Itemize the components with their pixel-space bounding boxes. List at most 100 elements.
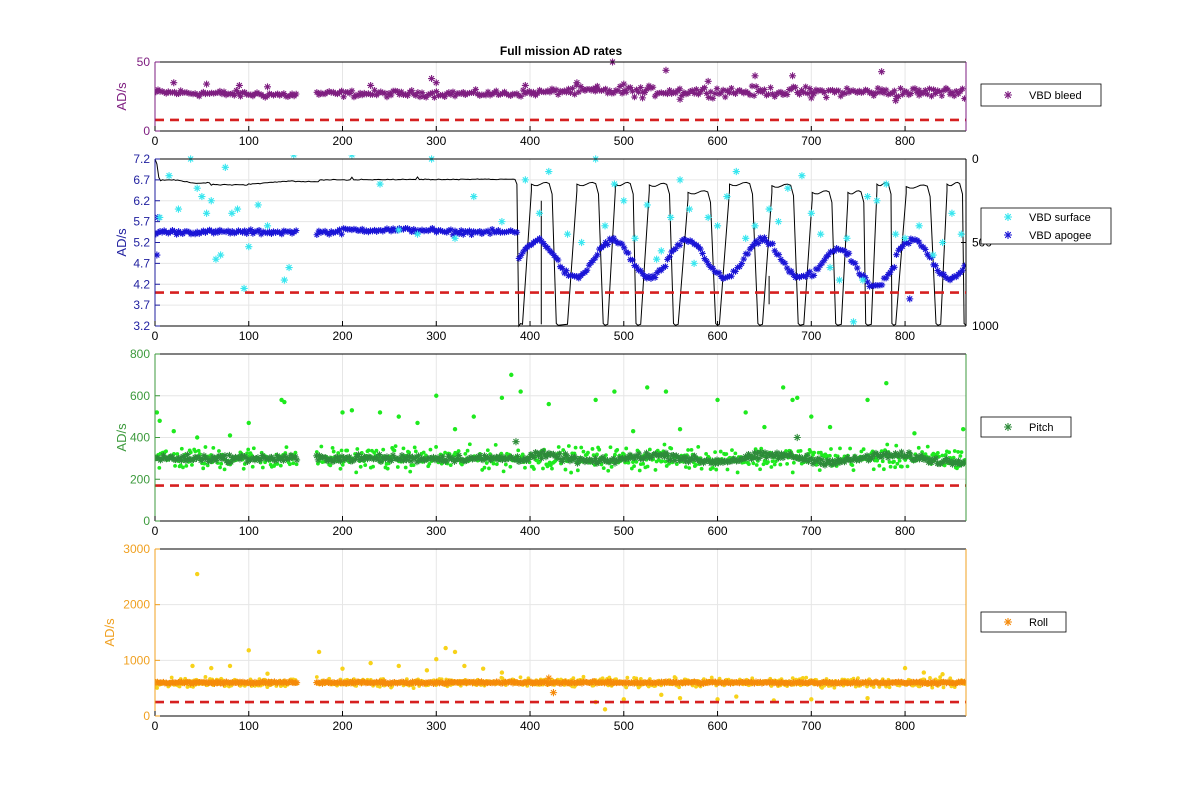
legend: VBD surface VBD apogee — [980, 207, 1112, 245]
asterisk-point — [512, 438, 520, 446]
x-tick-label: 300 — [426, 524, 446, 538]
bleed-point — [926, 85, 933, 92]
raw-point — [881, 467, 886, 472]
raw-point — [871, 467, 876, 472]
bleed-point — [709, 95, 717, 102]
raw-point — [629, 466, 634, 471]
bleed-point — [948, 89, 956, 96]
raw-point — [467, 442, 472, 447]
bleed-point — [901, 88, 908, 95]
bleed-point — [851, 88, 859, 95]
y-tick-label: 1000 — [123, 653, 150, 667]
apogee-point — [666, 253, 673, 260]
apogee-point — [917, 242, 925, 250]
surface-point — [957, 230, 965, 238]
asterisk-point — [364, 455, 371, 463]
bleed-point — [870, 92, 877, 99]
bleed-point — [732, 90, 739, 97]
raw-point — [790, 397, 795, 403]
bleed-point — [783, 91, 791, 98]
bleed-point — [620, 80, 628, 88]
asterisk-point — [920, 679, 928, 687]
apogee-point — [697, 245, 704, 253]
raw-point — [287, 462, 292, 467]
legend-label: Roll — [1029, 617, 1048, 629]
asterisk-point — [799, 454, 806, 462]
asterisk-point — [806, 455, 814, 462]
raw-point — [173, 463, 177, 468]
surface-point — [620, 197, 628, 205]
y-tick-label: 6.7 — [133, 173, 150, 187]
x-tick-label: 700 — [801, 524, 821, 538]
apogee-point — [243, 230, 250, 237]
apogee-point — [156, 228, 164, 235]
right-axis-tick-label: 0 — [972, 152, 979, 166]
asterisk-point — [178, 457, 185, 464]
asterisk-point — [227, 458, 235, 466]
raw-point — [169, 675, 174, 680]
asterisk-point — [916, 456, 923, 463]
asterisk-point — [532, 449, 539, 456]
asterisk-point — [625, 455, 632, 462]
raw-point — [482, 465, 487, 470]
apogee-point — [849, 259, 857, 266]
x-tick-label: 100 — [239, 329, 259, 343]
bleed-point — [451, 92, 459, 100]
bleed-point — [367, 81, 375, 89]
bleed-point — [278, 91, 285, 98]
plot-area — [155, 155, 966, 328]
raw-point — [669, 446, 674, 451]
raw-point — [861, 447, 866, 452]
apogee-point — [672, 245, 679, 252]
raw-point — [735, 470, 740, 475]
bleed-point — [734, 87, 741, 95]
bleed-point — [804, 90, 811, 97]
asterisk-point — [479, 456, 487, 464]
asterisk-point — [274, 679, 281, 687]
bleed-point — [823, 94, 830, 101]
raw-point — [715, 697, 720, 702]
asterisk-point — [556, 450, 563, 457]
asterisk-point — [232, 679, 239, 686]
apogee-point — [488, 225, 496, 233]
apogee-point — [752, 237, 760, 245]
plot-area — [155, 571, 966, 712]
bleed-point — [486, 92, 494, 99]
bleed-point — [713, 85, 721, 92]
raw-point — [829, 447, 833, 451]
bleed-point — [387, 91, 395, 99]
apogee-point — [781, 260, 789, 267]
apogee-point — [187, 230, 195, 238]
y-tick-label: 0 — [143, 124, 150, 138]
apogee-point — [517, 252, 525, 259]
bleed-point — [920, 90, 927, 97]
bleed-point — [922, 87, 929, 94]
raw-point — [581, 449, 586, 454]
apogee-point — [905, 240, 913, 247]
bleed-point — [170, 79, 178, 87]
apogee-point — [474, 229, 481, 236]
raw-point — [921, 670, 927, 675]
bleed-point — [565, 85, 572, 93]
surface-point — [221, 163, 229, 171]
apogee-point — [513, 229, 521, 236]
bleed-point — [420, 93, 428, 100]
raw-point — [316, 649, 322, 655]
bleed-point — [930, 86, 937, 93]
legend-label: VBD surface — [1029, 212, 1091, 224]
bleed-point — [765, 91, 772, 98]
bleed-point — [183, 89, 191, 96]
asterisk-point — [554, 454, 562, 462]
asterisk-point — [374, 456, 382, 463]
surface-point — [198, 192, 206, 201]
raw-point — [396, 414, 401, 419]
apogee-point — [575, 274, 582, 282]
apogee-point — [763, 237, 770, 245]
raw-point — [260, 465, 265, 470]
bleed-point — [402, 91, 409, 98]
asterisk-point — [659, 451, 667, 458]
bleed-point — [748, 82, 756, 90]
apogee-point — [816, 262, 824, 269]
bleed-point — [623, 89, 630, 96]
bleed-point — [643, 85, 651, 93]
